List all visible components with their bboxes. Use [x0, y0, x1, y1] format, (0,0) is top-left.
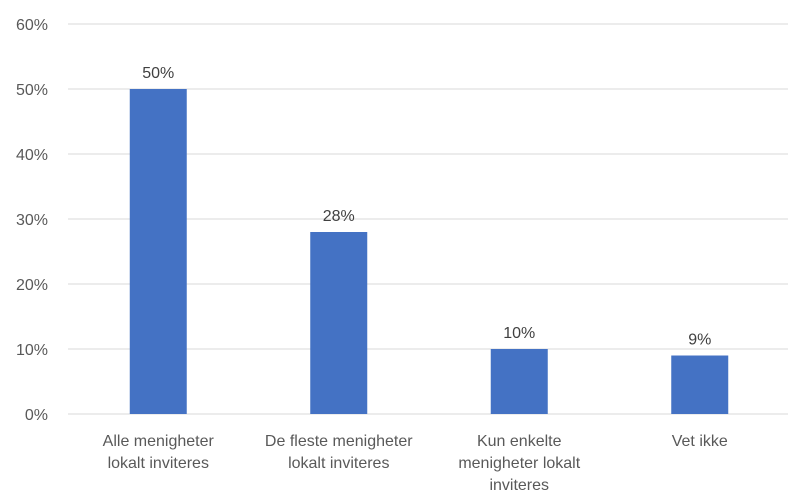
gridlines [68, 23, 788, 415]
category-label: Alle menigheter lokalt inviteres [103, 433, 215, 472]
bar [671, 355, 729, 414]
bar [310, 232, 368, 414]
data-label: 9% [688, 332, 711, 349]
bars [129, 89, 729, 414]
category-label: Kun enkelte menigheter lokalt inviteres [458, 433, 580, 494]
bar [129, 89, 187, 414]
bar [490, 349, 548, 414]
y-tick-label: 10% [16, 342, 48, 359]
data-label: 28% [323, 208, 355, 225]
category-labels: Alle menigheter lokalt inviteres De fleste… [103, 433, 728, 494]
y-tick-label: 50% [16, 82, 48, 99]
y-tick-label: 40% [16, 147, 48, 164]
category-label: Vet ikke [672, 433, 728, 450]
y-tick-label: 0% [25, 407, 48, 424]
data-labels: 50% 28% 10% 9% [142, 65, 711, 349]
y-tick-label: 20% [16, 277, 48, 294]
y-tick-label: 30% [16, 212, 48, 229]
data-label: 10% [503, 325, 535, 342]
y-axis-tick-labels: 0% 10% 20% 30% 40% 50% 60% [16, 17, 48, 424]
y-tick-label: 60% [16, 17, 48, 34]
category-label: De fleste menigheter lokalt inviteres [265, 433, 413, 472]
data-label: 50% [142, 65, 174, 82]
